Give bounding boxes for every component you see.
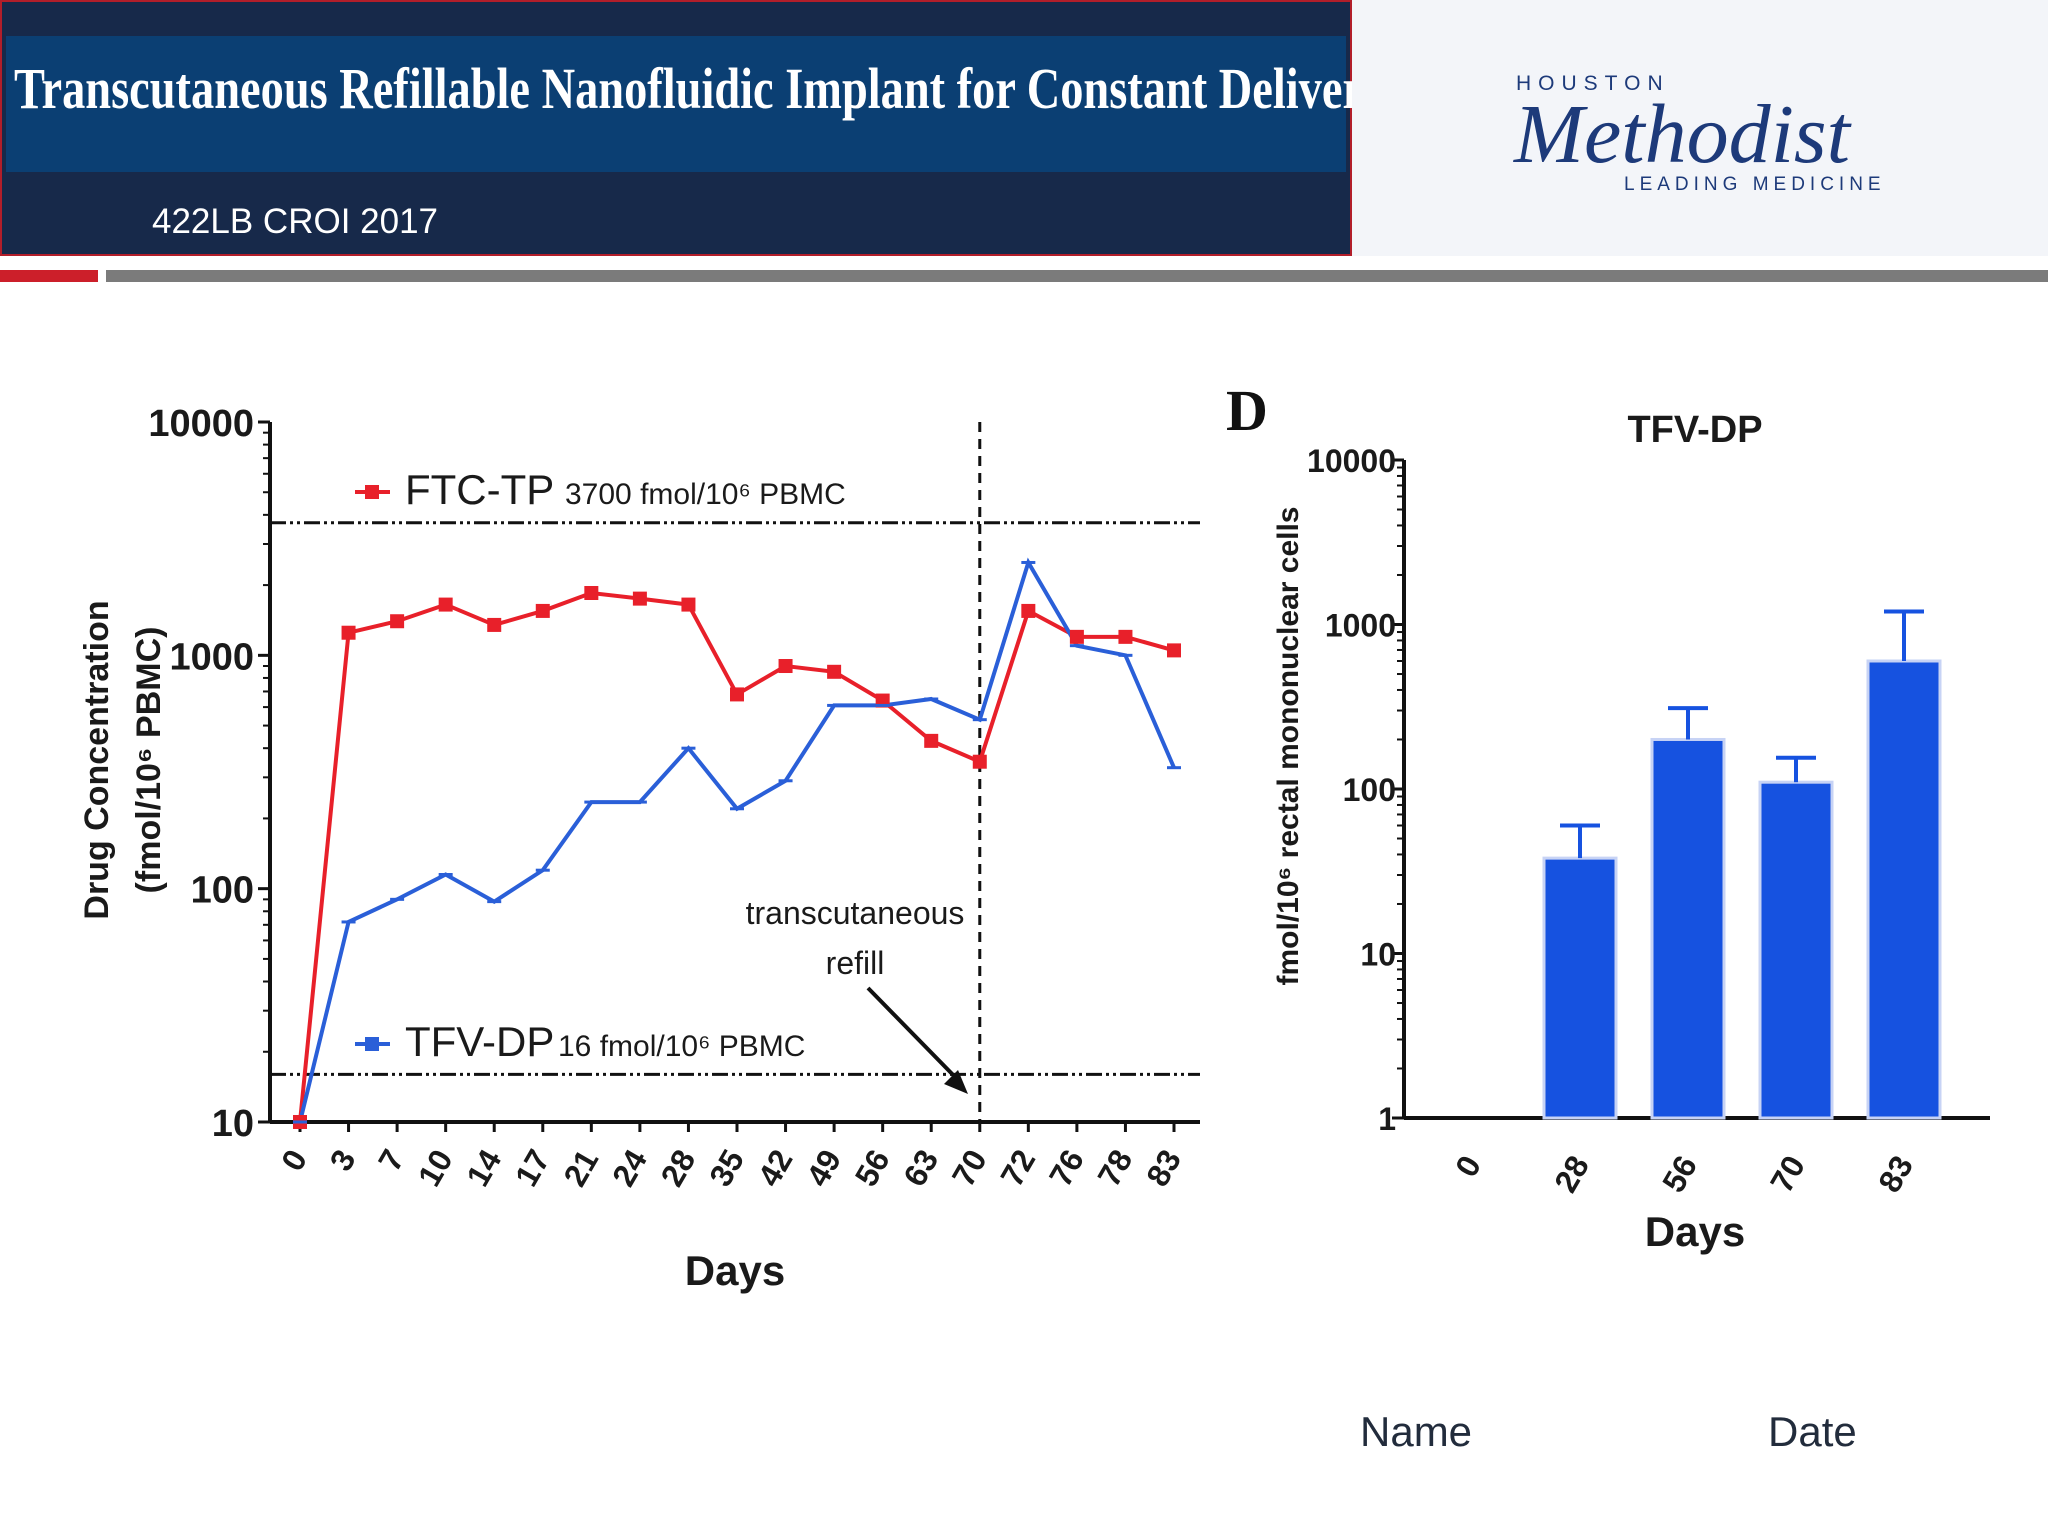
bar-chart: D TFV-DP fmol/10⁶ rectal mononuclear cel… [1226,378,1990,1255]
bar-y-tick-label: 10 [1360,937,1396,973]
logo-houston-text: HOUSTON [1516,72,1670,95]
ftc-tp-point [1021,603,1036,618]
ftc-tp-point [632,591,647,606]
x-tick-label: 78 [1091,1144,1140,1193]
x-tick-label: 21 [556,1144,605,1193]
bar-x-tick-label: 28 [1547,1150,1596,1199]
footer-date: Date [1768,1408,1857,1455]
bar [1758,780,1834,1120]
y-tick-label: 10000 [148,403,254,445]
x-tick-label: 76 [1042,1144,1091,1193]
x-tick-label: 56 [848,1144,897,1193]
refill-annotation-line1: transcutaneous [746,895,965,931]
bar-y-tick-label: 1000 [1325,608,1396,644]
ftc-legend-note: 3700 fmol/10⁶ PBMC [565,478,846,511]
y-tick-label: 1000 [169,636,254,678]
bar-x-axis-title: Days [1645,1208,1745,1255]
x-tick-label: 42 [751,1144,800,1193]
refill-annotation-line2: refill [826,945,885,981]
ftc-tp-point [730,687,744,702]
ftc-tp-point [1069,629,1084,644]
tfv-legend-label: TFV-DP [405,1018,554,1065]
x-tick-label: 14 [459,1143,508,1192]
bar-y-tick-label: 100 [1343,772,1396,808]
x-axis-title: Days [685,1247,785,1294]
panel-label: D [1226,378,1268,443]
x-tick-label: 28 [654,1144,703,1193]
logo-methodist-text: Methodist [1514,88,1850,181]
refill-arrow-head [944,1070,968,1094]
x-tick-label: 17 [508,1144,557,1193]
x-tick-label: 70 [945,1144,994,1193]
ftc-tp-point [1118,629,1133,644]
slide-subtitle: 422LB CROI 2017 [152,202,439,241]
ftc-tp-point [827,664,842,679]
ftc-tp-point [681,597,696,612]
bar-x-tick-label: 83 [1871,1150,1920,1199]
x-tick-label: 35 [702,1144,751,1193]
refill-arrow-shaft [866,986,962,1084]
y-axis-title-line1: Drug Concentration [78,600,116,919]
x-tick-label: 49 [799,1144,848,1193]
x-tick-label: 24 [605,1143,654,1192]
ftc-tp-point [584,585,599,600]
bar [1650,737,1726,1120]
bar-y-tick-label: 10000 [1307,443,1396,479]
title-band [6,36,1346,172]
x-tick-label: 72 [993,1144,1042,1193]
y-tick-label: 100 [191,870,254,912]
bar [1866,659,1942,1120]
bar-x-tick-label: 56 [1655,1150,1704,1199]
slide-title: Transcutaneous Refillable Nanofluidic Im… [14,56,1655,121]
bar-x-tick-label: 70 [1763,1150,1812,1199]
ftc-tp-point [1167,643,1181,658]
footer-name: Name [1360,1408,1473,1455]
ftc-tp-point [390,614,405,629]
y-axis-title-line2: (fmol/10⁶ PBMC) [130,627,168,894]
tfv-legend-marker [365,1037,379,1051]
accent-bar-gray [106,270,2048,282]
ftc-tp-point [487,617,502,632]
x-tick-label: 0 [274,1144,314,1177]
bar-x-tick-label: 0 [1448,1150,1488,1183]
x-tick-label: 83 [1139,1144,1188,1193]
ftc-legend-label: FTC-TP [405,466,554,513]
x-tick-label: 63 [896,1144,945,1193]
accent-bar-red [0,270,98,282]
ftc-legend-marker [365,485,379,499]
ftc-tp-point [972,754,987,769]
x-tick-label: 3 [323,1144,363,1177]
ftc-tp-point [778,659,793,674]
tfv-legend-note: 16 fmol/10⁶ PBMC [558,1030,805,1063]
bar-y-tick-label: 1 [1378,1101,1396,1137]
bar [1542,856,1618,1120]
x-tick-label: 10 [411,1144,460,1193]
logo-area [1352,0,2048,256]
ftc-tp-point [924,733,939,748]
x-tick-label: 7 [371,1144,411,1177]
y-tick-label: 10 [212,1103,254,1145]
line-chart: Drug Concentration (fmol/10⁶ PBMC) 10100… [78,403,1200,1294]
logo-tagline: LEADING MEDICINE [1624,174,1886,195]
ftc-tp-point [438,597,453,612]
ftc-tp-point [535,603,550,618]
bar-chart-title: TFV-DP [1627,409,1762,451]
bar-y-axis-title: fmol/10⁶ rectal mononuclear cells [1272,507,1305,986]
ftc-tp-point [341,625,356,640]
